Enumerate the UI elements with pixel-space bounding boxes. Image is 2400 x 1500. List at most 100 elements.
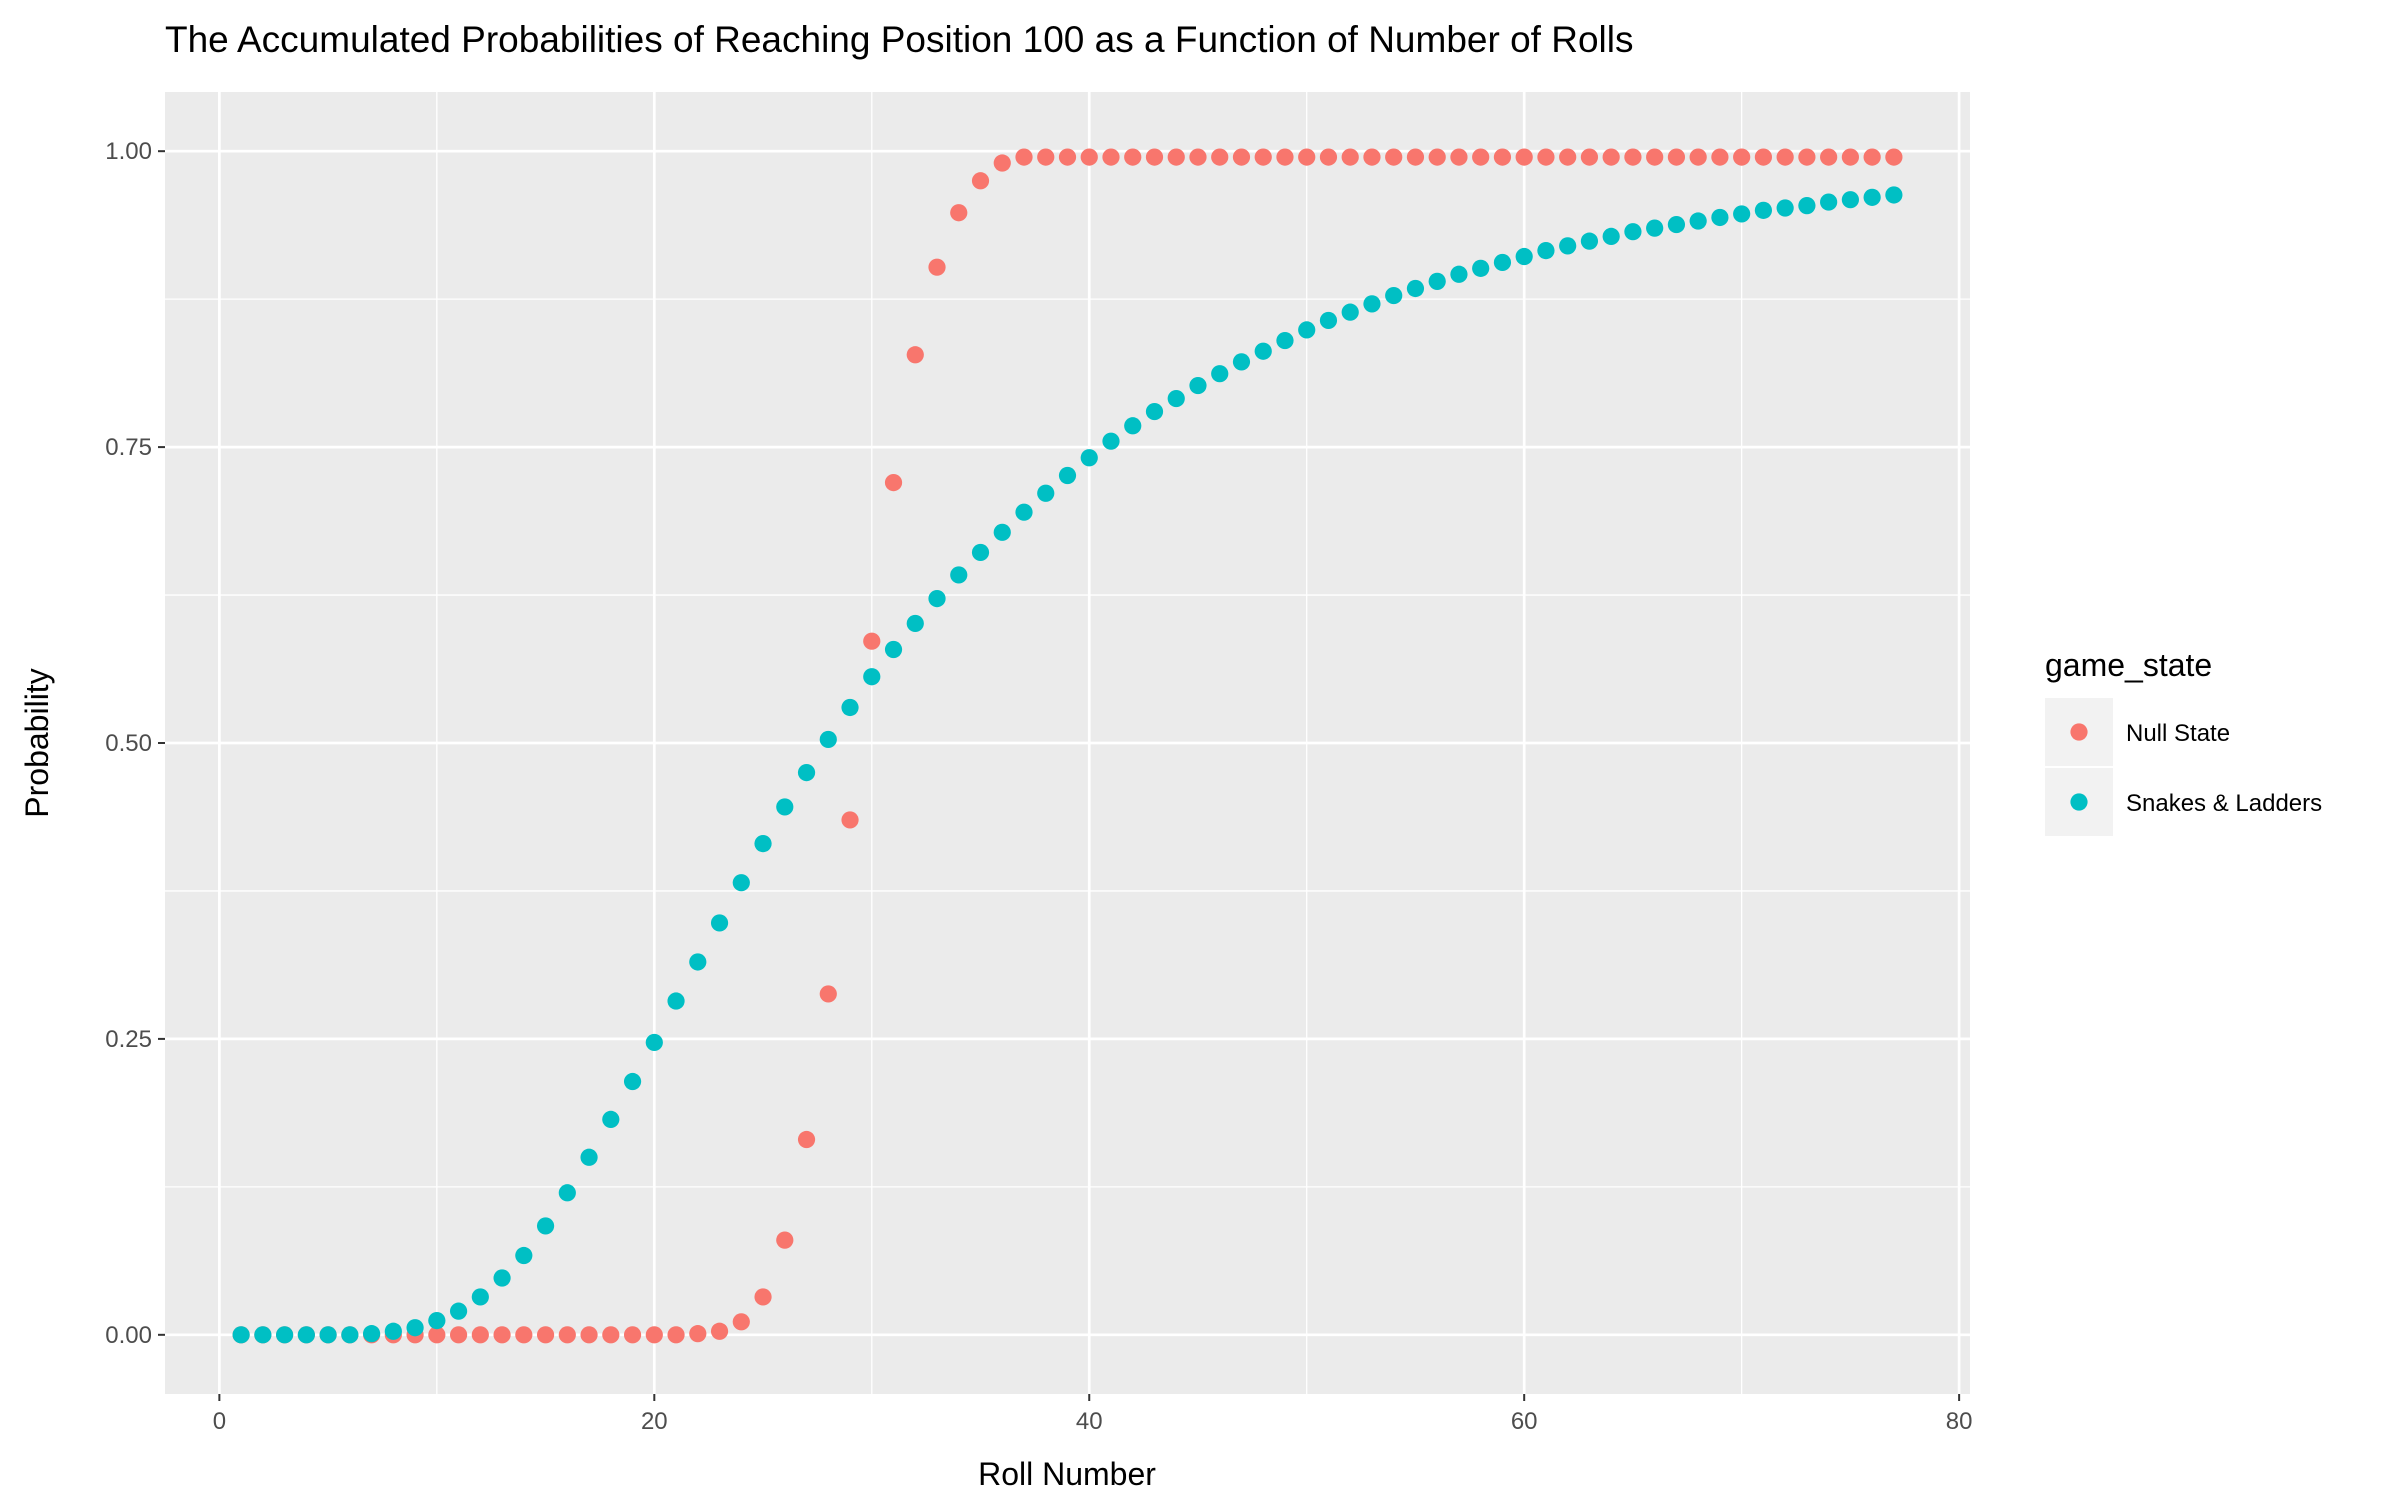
y-axis-title: Probability: [19, 668, 55, 817]
data-point: [1189, 148, 1207, 166]
data-point: [971, 172, 990, 190]
data-point: [1624, 148, 1642, 166]
legend-title: game_state: [2045, 647, 2212, 683]
legend-label: Null State: [2126, 720, 2230, 747]
data-point: [1733, 205, 1751, 223]
data-point: [362, 1325, 381, 1343]
data-point: [232, 1326, 250, 1344]
data-point: [1428, 272, 1446, 290]
data-point: [1885, 186, 1903, 204]
data-point: [993, 523, 1011, 541]
data-point: [449, 1302, 468, 1320]
data-point: [667, 1326, 685, 1344]
data-point: [1211, 148, 1229, 166]
data-point: [1754, 201, 1773, 219]
data-point: [1689, 148, 1707, 166]
data-point: [710, 1322, 729, 1340]
data-point: [558, 1184, 576, 1202]
data-point: [1363, 295, 1381, 313]
data-point: [1363, 148, 1381, 166]
data-point: [493, 1326, 511, 1344]
data-point: [1015, 503, 1033, 521]
data-point: [863, 668, 881, 686]
data-point: [754, 835, 772, 853]
data-point: [341, 1326, 359, 1344]
data-point: [993, 154, 1011, 172]
data-point: [1646, 148, 1664, 166]
data-point: [906, 614, 924, 633]
data-point: [928, 258, 946, 276]
data-point: [406, 1319, 424, 1337]
data-point: [1232, 148, 1251, 166]
data-point: [1624, 223, 1642, 241]
data-point: [1580, 232, 1599, 250]
data-point: [1341, 148, 1359, 166]
series-2-points: [232, 186, 1903, 1344]
data-point: [536, 1326, 555, 1344]
data-point: [1841, 191, 1859, 209]
data-point: [1015, 148, 1033, 166]
data-point: [1145, 402, 1164, 421]
data-point: [449, 1326, 468, 1344]
data-point: [1493, 253, 1512, 272]
data-point: [1863, 188, 1881, 206]
data-point: [1319, 311, 1338, 330]
data-point: [297, 1326, 315, 1344]
data-point: [645, 1326, 663, 1344]
data-point: [1450, 148, 1468, 166]
y-tick-label: 0.00: [105, 1322, 152, 1349]
data-point: [689, 953, 707, 971]
data-point: [1428, 148, 1446, 166]
data-point: [732, 1313, 750, 1331]
data-point: [1515, 148, 1533, 166]
data-point: [1863, 148, 1881, 166]
data-point: [580, 1326, 598, 1344]
data-point: [1733, 148, 1751, 166]
data-point: [1058, 466, 1077, 485]
data-point: [819, 985, 837, 1003]
data-point: [1298, 148, 1316, 166]
data-point: [1276, 148, 1294, 166]
data-point: [645, 1033, 663, 1052]
data-point: [1385, 148, 1403, 166]
grid-major: [165, 92, 1970, 1394]
legend-key-marker: [2070, 723, 2088, 741]
data-point: [1646, 219, 1664, 237]
data-point: [1667, 215, 1686, 234]
data-point: [1254, 148, 1272, 166]
data-point: [797, 763, 816, 782]
data-point: [1037, 484, 1055, 502]
data-point: [1515, 247, 1533, 266]
data-point: [1276, 331, 1294, 350]
data-point: [1124, 417, 1142, 435]
data-point: [384, 1322, 402, 1340]
data-point: [515, 1246, 533, 1265]
data-point: [623, 1326, 642, 1344]
data-point: [319, 1326, 337, 1344]
data-point: [428, 1326, 446, 1344]
x-tick-label: 80: [1946, 1408, 1973, 1435]
data-point: [1798, 197, 1816, 215]
x-tick-label: 20: [641, 1408, 668, 1435]
data-point: [1298, 321, 1316, 339]
data-point: [493, 1269, 511, 1287]
y-axis: 0.00 0.25 0.50 0.75 1.00: [105, 138, 165, 1349]
data-points: [232, 148, 1903, 1344]
data-point: [776, 798, 794, 816]
data-point: [1167, 389, 1185, 408]
data-point: [1102, 148, 1120, 166]
data-point: [515, 1326, 533, 1344]
y-tick-label: 0.25: [105, 1026, 152, 1053]
data-point: [950, 204, 968, 222]
legend-label: Snakes & Ladders: [2126, 790, 2322, 817]
data-point: [580, 1148, 598, 1166]
data-point: [1341, 303, 1359, 321]
y-tick-label: 1.00: [105, 138, 152, 165]
y-tick-label: 0.75: [105, 434, 152, 461]
data-point: [689, 1325, 707, 1343]
y-tick-label: 0.50: [105, 730, 152, 757]
x-tick-label: 0: [213, 1408, 226, 1435]
x-axis-title: Roll Number: [978, 1456, 1156, 1492]
data-point: [841, 698, 859, 717]
data-point: [1080, 449, 1098, 467]
